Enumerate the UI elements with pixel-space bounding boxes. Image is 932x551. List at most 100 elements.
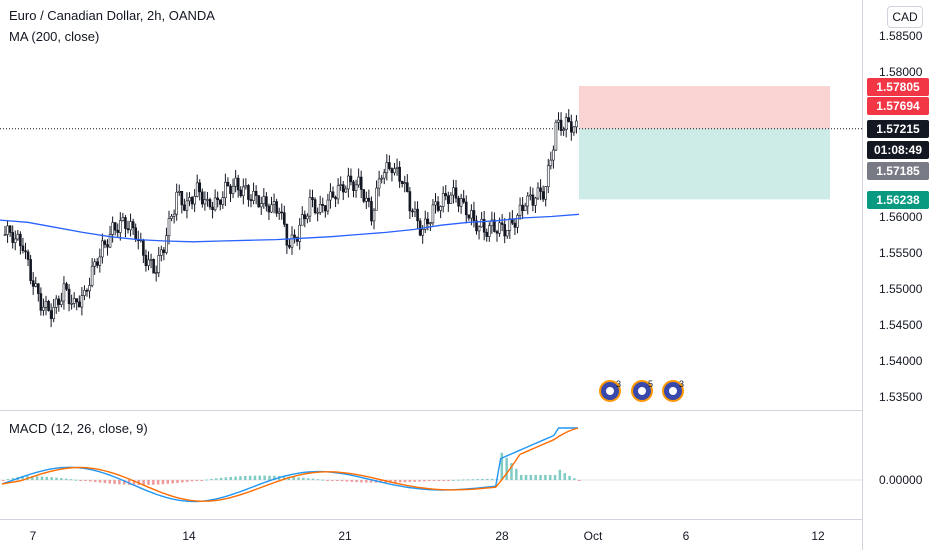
macd-histogram-bar	[229, 476, 232, 480]
candle	[147, 251, 150, 271]
candle-body	[426, 218, 430, 225]
candle	[544, 185, 547, 207]
candle	[131, 218, 135, 235]
candle	[8, 224, 12, 237]
candle	[485, 228, 489, 242]
price-tick-label: 1.53500	[879, 390, 923, 404]
macd-histogram-bar	[558, 469, 562, 480]
candle-body	[13, 238, 17, 243]
candle	[244, 178, 248, 190]
candle-body	[108, 234, 112, 248]
candle-body	[546, 165, 550, 187]
candle-body	[490, 219, 494, 227]
candle	[213, 189, 217, 212]
candle	[180, 190, 184, 214]
ma-legend[interactable]: MA (200, close)	[9, 29, 100, 44]
candle-body	[42, 306, 45, 311]
candle-body	[321, 204, 325, 206]
time-label: Oct	[583, 529, 603, 543]
candle-body	[119, 220, 122, 233]
candle-body	[349, 175, 353, 183]
candle-body	[554, 121, 558, 151]
candle	[529, 186, 532, 201]
candle-body	[272, 201, 276, 206]
pane-divider[interactable]	[0, 410, 862, 411]
candle-body	[531, 194, 535, 206]
macd-histogram-bar	[452, 479, 455, 481]
candle-body	[395, 166, 399, 169]
candle-body	[500, 222, 504, 225]
candle	[382, 168, 386, 185]
candle	[482, 211, 486, 241]
candle-body	[423, 218, 427, 230]
currency-button[interactable]: CAD	[887, 6, 923, 28]
macd-histogram-bar	[11, 477, 15, 480]
candle-body	[336, 185, 340, 200]
candle-body	[26, 251, 30, 260]
candle	[93, 258, 96, 275]
candle-body	[295, 237, 299, 242]
macd-histogram-bar	[369, 480, 373, 483]
candle	[6, 220, 9, 243]
candle-body	[62, 283, 66, 302]
macd-histogram-bar	[423, 480, 426, 482]
candle-body	[19, 233, 22, 247]
macd-histogram-bar	[142, 480, 145, 486]
candle	[185, 192, 189, 219]
candle	[331, 186, 335, 199]
candle-body	[300, 214, 304, 226]
candle-body	[434, 201, 437, 206]
macd-histogram-bar	[253, 475, 257, 480]
candle	[60, 292, 63, 308]
macd-legend[interactable]: MACD (12, 26, close, 9)	[9, 421, 148, 436]
earnings-event-icon[interactable]: 3	[598, 378, 624, 404]
candle	[106, 239, 109, 256]
candle-body	[177, 191, 181, 193]
candle	[157, 246, 161, 278]
economic-event-icon[interactable]: 3	[661, 378, 687, 404]
candle	[90, 258, 94, 288]
stop-loss-tag: 1.57805	[867, 78, 929, 96]
candle	[283, 205, 286, 228]
candle-body	[372, 209, 376, 222]
candle	[208, 197, 212, 210]
macd-histogram-bar	[447, 480, 450, 481]
candle-body	[439, 206, 442, 211]
macd-histogram-bar	[103, 480, 107, 484]
candle	[372, 208, 376, 230]
macd-chart[interactable]	[0, 411, 862, 519]
macd-pane[interactable]: MACD (12, 26, close, 9)	[0, 411, 862, 519]
candle	[354, 179, 358, 198]
candle	[160, 245, 163, 262]
candle-body	[170, 215, 173, 219]
candle	[226, 177, 230, 187]
candle-body	[160, 249, 163, 256]
macd-histogram-bar	[190, 480, 194, 482]
candle	[113, 222, 117, 236]
macd-histogram-bar	[515, 468, 518, 480]
main-chart-pane[interactable]: Euro / Canadian Dollar, 2h, OANDA MA (20…	[0, 0, 862, 410]
candle	[531, 187, 535, 212]
candle	[431, 199, 435, 226]
macd-histogram-bar	[524, 474, 528, 480]
candle	[447, 191, 450, 212]
candle-body	[254, 190, 258, 196]
candle	[357, 168, 360, 188]
price-tick-label: 1.58500	[879, 29, 923, 43]
candle	[536, 182, 540, 201]
price-chart[interactable]	[0, 0, 862, 410]
candle	[257, 195, 260, 208]
candle	[362, 189, 366, 204]
candle-body	[385, 162, 389, 174]
economic-event-icon[interactable]: 5	[630, 378, 656, 404]
candle	[336, 178, 340, 205]
candle	[221, 191, 225, 209]
candle-body	[488, 225, 491, 237]
symbol-legend: Euro / Canadian Dollar, 2h, OANDA	[9, 8, 215, 23]
candle-body	[508, 218, 512, 231]
macd-histogram-bar	[456, 479, 460, 481]
macd-histogram-bar	[84, 480, 87, 481]
time-axis[interactable]: 7 14 21 28 Oct 6 12	[0, 519, 862, 551]
candle-body	[39, 293, 43, 311]
price-axis[interactable]: CAD 1.58500 1.58000 1.56000 1.55500 1.55000 1…	[862, 0, 932, 550]
